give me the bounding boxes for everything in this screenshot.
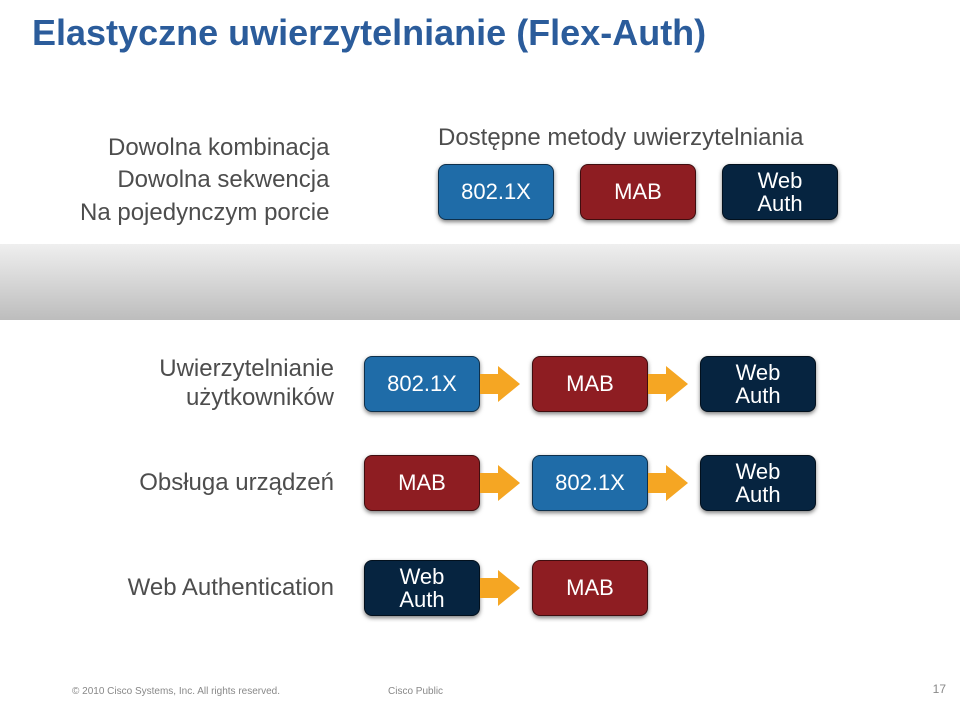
footer-copyright: © 2010 Cisco Systems, Inc. All rights re… <box>72 686 280 697</box>
row-0-pill-1: MAB <box>532 356 648 412</box>
method-2: WebAuth <box>722 164 838 220</box>
intro-line-3: Na pojedynczym porcie <box>80 197 329 229</box>
row-0-pill-2: WebAuth <box>700 356 816 412</box>
row-flow-2: WebAuth MAB <box>364 560 648 616</box>
intro-line-1: Dowolna kombinacja <box>80 132 329 164</box>
row-flow-1: MAB 802.1X WebAuth <box>364 455 816 511</box>
row-flow-0: 802.1X MAB WebAuth <box>364 356 816 412</box>
footer-page-number: 17 <box>933 682 946 696</box>
row-1: Obsługa urządzeńMAB 802.1X WebAuth <box>0 455 960 511</box>
arrow-icon <box>480 568 520 608</box>
slide: Elastyczne uwierzytelnianie (Flex-Auth) … <box>0 0 960 702</box>
method-1: MAB <box>580 164 696 220</box>
slide-title: Elastyczne uwierzytelnianie (Flex-Auth) <box>32 12 706 54</box>
intro-left-block: Dowolna kombinacja Dowolna sekwencja Na … <box>80 132 329 229</box>
arrow-icon <box>480 364 520 404</box>
row-2-pill-1: MAB <box>532 560 648 616</box>
arrow-icon <box>480 463 520 503</box>
row-label-0: Uwierzytelnianieużytkowników <box>0 355 364 413</box>
intro-line-2: Dowolna sekwencja <box>80 164 329 196</box>
row-label-2: Web Authentication <box>0 574 364 603</box>
footer-cisco-public: Cisco Public <box>388 686 443 697</box>
arrow-icon <box>648 364 688 404</box>
separator-band <box>0 244 960 320</box>
row-label-1: Obsługa urządzeń <box>0 469 364 498</box>
row-1-pill-2: WebAuth <box>700 455 816 511</box>
row-1-pill-1: 802.1X <box>532 455 648 511</box>
row-2: Web AuthenticationWebAuth MAB <box>0 560 960 616</box>
method-0: 802.1X <box>438 164 554 220</box>
footer: © 2010 Cisco Systems, Inc. All rights re… <box>0 680 960 702</box>
row-2-pill-0: WebAuth <box>364 560 480 616</box>
row-0-pill-0: 802.1X <box>364 356 480 412</box>
methods-row: 802.1X MAB WebAuth <box>438 164 838 220</box>
methods-label: Dostępne metody uwierzytelniania <box>438 124 804 152</box>
arrow-icon <box>648 463 688 503</box>
row-1-pill-0: MAB <box>364 455 480 511</box>
row-0: Uwierzytelnianieużytkowników802.1X MAB W… <box>0 355 960 413</box>
